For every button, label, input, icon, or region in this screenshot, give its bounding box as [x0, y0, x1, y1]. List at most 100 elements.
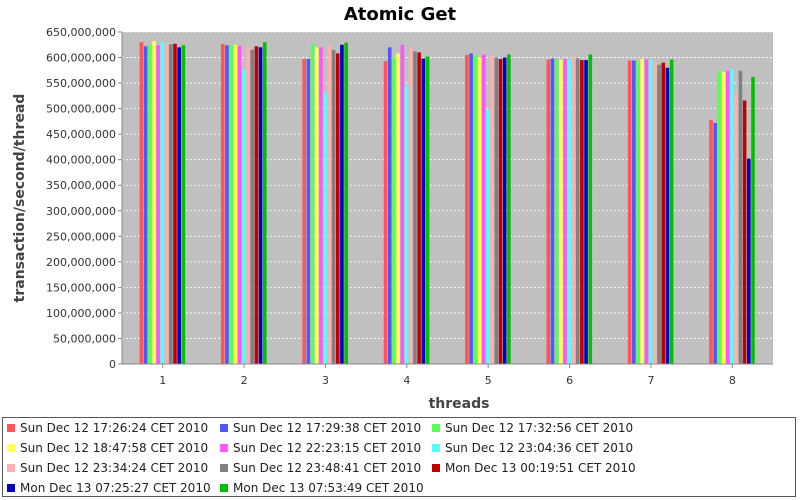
bar: [408, 47, 413, 364]
y-tick-label: 550,000,000: [46, 77, 116, 90]
y-tick-label: 400,000,000: [46, 154, 116, 167]
bar: [254, 46, 259, 364]
bar: [168, 44, 173, 365]
bar: [653, 61, 657, 365]
bar: [465, 54, 469, 364]
bar: [220, 43, 225, 365]
legend-label: Sun Dec 12 23:34:24 CET 2010: [20, 461, 209, 475]
legend-item: Sun Dec 12 17:32:56 CET 2010: [432, 420, 633, 436]
bar: [738, 70, 743, 365]
bar: [498, 59, 503, 364]
plot-area: [122, 32, 773, 364]
bar: [306, 59, 311, 364]
bar: [314, 47, 319, 364]
bar: [575, 58, 580, 365]
bar: [152, 41, 156, 364]
axes: [118, 31, 773, 368]
legend-swatch: [432, 424, 440, 432]
bar: [640, 59, 645, 364]
bar: [177, 47, 181, 364]
bar: [310, 43, 315, 364]
bar: [502, 57, 507, 365]
bar: [632, 60, 636, 364]
legend-item: Mon Dec 13 07:53:49 CET 2010: [220, 480, 424, 496]
legend-item: Sun Dec 12 18:47:58 CET 2010: [7, 440, 208, 456]
bar: [421, 58, 426, 365]
y-tick-label: 200,000,000: [46, 256, 116, 269]
legend-item: Mon Dec 13 07:25:27 CET 2010: [7, 480, 211, 496]
legend-label: Sun Dec 12 23:48:41 CET 2010: [233, 461, 422, 475]
bar: [559, 59, 563, 364]
legend-item: Sun Dec 12 17:26:24 CET 2010: [7, 420, 208, 436]
bar: [392, 57, 396, 365]
y-tick-label: 600,000,000: [46, 52, 116, 65]
bar: [246, 47, 250, 364]
bar: [225, 45, 229, 364]
legend-item: Sun Dec 12 17:29:38 CET 2010: [220, 420, 421, 436]
legend-swatch: [220, 464, 228, 472]
y-tick-label: 150,000,000: [46, 281, 116, 294]
bar: [469, 53, 473, 365]
bars: [139, 41, 755, 365]
bar: [258, 47, 263, 364]
bar: [490, 55, 494, 364]
bar: [554, 59, 559, 364]
legend-swatch: [220, 424, 228, 432]
bar: [160, 41, 165, 364]
legend-label: Sun Dec 12 18:47:58 CET 2010: [20, 441, 209, 455]
bar: [567, 59, 572, 364]
legend-item: Sun Dec 12 23:34:24 CET 2010: [7, 460, 208, 476]
bar: [413, 51, 417, 364]
bar: [164, 43, 169, 364]
legend-swatch: [220, 484, 228, 492]
legend-label: Sun Dec 12 17:29:38 CET 2010: [233, 421, 422, 435]
bar: [387, 47, 392, 364]
bar: [709, 119, 713, 364]
bar: [648, 60, 653, 364]
bar: [477, 57, 482, 365]
bar: [742, 100, 747, 364]
y-tick-label: 300,000,000: [46, 205, 116, 218]
y-tick-labels: 0 50,000,000 100,000,000 150,000,000 200,000…: [46, 26, 116, 371]
bar: [233, 44, 238, 365]
legend-label: Mon Dec 13 00:19:51 CET 2010: [445, 461, 636, 475]
legend-swatch: [7, 464, 15, 472]
bar: [425, 56, 430, 365]
y-axis-label: transaction/second/thread: [12, 94, 28, 303]
bar: [473, 55, 478, 364]
bar: [661, 62, 666, 365]
legend-swatch: [432, 444, 440, 452]
bar: [302, 59, 306, 364]
y-tick-label: 500,000,000: [46, 103, 116, 116]
bar: [657, 64, 661, 364]
legend-swatch: [220, 444, 228, 452]
bar: [713, 122, 718, 364]
bar: [250, 49, 254, 364]
bar: [550, 58, 555, 365]
bar: [383, 61, 388, 365]
legend-swatch: [432, 464, 440, 472]
x-tick-label: 3: [322, 374, 329, 387]
y-tick-label: 450,000,000: [46, 128, 116, 141]
y-tick-label: 650,000,000: [46, 26, 116, 39]
y-tick-label: 100,000,000: [46, 307, 116, 320]
bar: [143, 46, 148, 364]
bar: [546, 59, 551, 364]
y-tick-label: 50,000,000: [53, 332, 116, 345]
bar: [563, 59, 567, 364]
y-tick-label: 0: [109, 358, 116, 371]
legend-label: Mon Dec 13 07:25:27 CET 2010: [20, 481, 211, 495]
bar: [636, 61, 640, 365]
bar: [404, 85, 409, 364]
bar: [400, 44, 405, 365]
bar: [481, 54, 486, 364]
bar: [331, 49, 336, 364]
y-tick-label: 350,000,000: [46, 179, 116, 192]
bar: [730, 69, 734, 364]
bar: [344, 42, 348, 364]
x-tick-label: 2: [241, 374, 248, 387]
bar: [147, 44, 152, 365]
legend-label: Mon Dec 13 07:53:49 CET 2010: [233, 481, 424, 495]
x-tick-label: 8: [729, 374, 736, 387]
bar: [173, 43, 177, 365]
